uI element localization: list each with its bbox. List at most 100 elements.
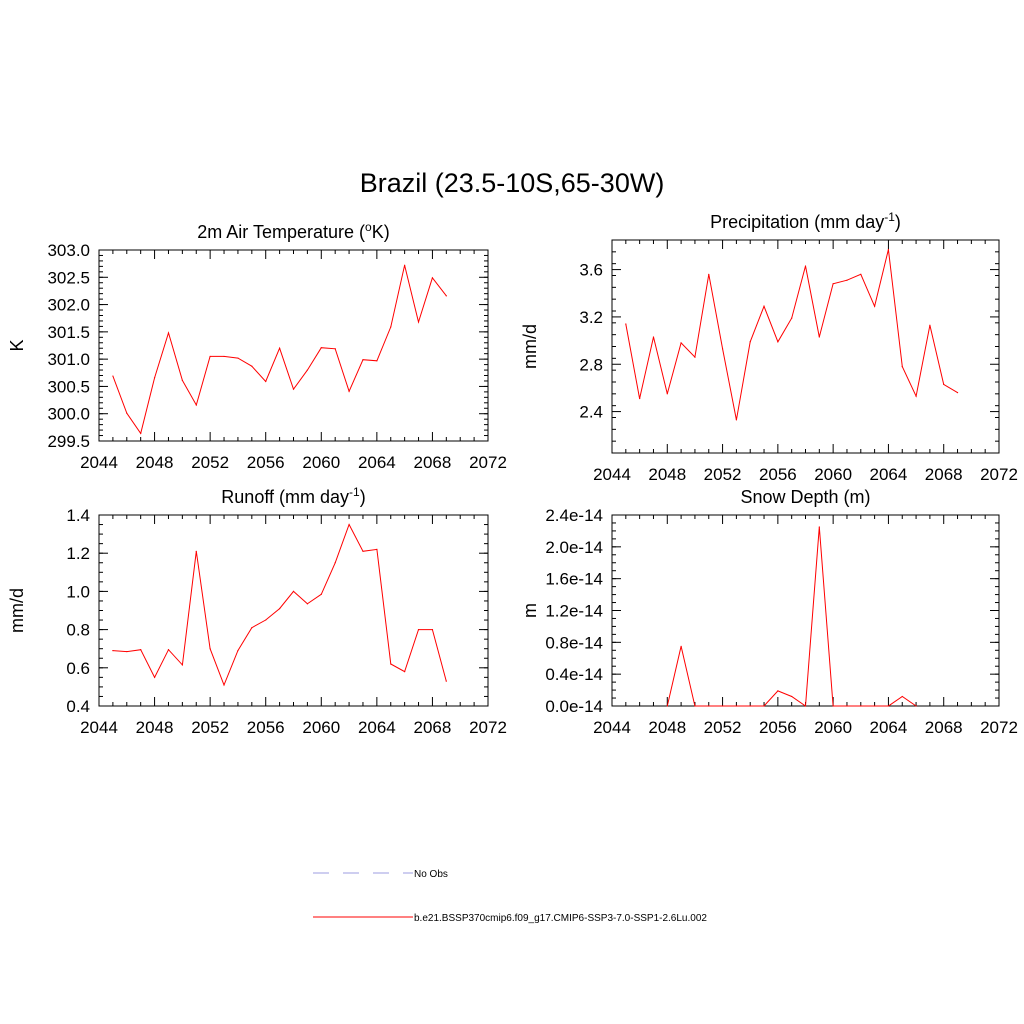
snow-depth-y-tick-label: 0.8e-14 xyxy=(545,633,603,652)
temperature-data-point xyxy=(279,347,281,349)
temperature-data-point xyxy=(431,277,434,279)
temperature-plot-frame xyxy=(98,249,489,442)
runoff-data-point xyxy=(223,684,225,686)
snow-depth-y-tick-label: 2.0e-14 xyxy=(545,538,603,557)
precipitation-x-tick-label: 2052 xyxy=(704,465,742,484)
runoff-data-point xyxy=(153,676,156,678)
precipitation-data-point xyxy=(625,323,627,325)
temperature-data-point xyxy=(376,360,378,362)
snow-depth-panel-title: Snow Depth (m) xyxy=(740,487,870,507)
runoff-series-line xyxy=(112,523,447,687)
precipitation-data-point xyxy=(860,273,862,275)
temperature-data-point xyxy=(209,355,211,358)
snow-depth-y-tick-label: 1.2e-14 xyxy=(545,602,603,621)
runoff-x-tick-label: 2068 xyxy=(414,718,452,737)
runoff-y-tick-label: 1.0 xyxy=(66,582,90,601)
runoff-data-point xyxy=(306,603,308,605)
runoff-data-point xyxy=(112,650,114,652)
precipitation-y-tick-label: 3.6 xyxy=(579,261,603,280)
temperature-data-point xyxy=(306,369,308,371)
precipitation-x-tick-label: 2068 xyxy=(925,465,963,484)
snow-depth-data-point xyxy=(874,705,876,707)
precipitation-data-point xyxy=(929,324,931,326)
temperature-x-tick-label: 2064 xyxy=(358,453,396,472)
snow-depth-data-point xyxy=(694,705,696,707)
snow-depth-y-tick-label: 0.4e-14 xyxy=(545,665,603,684)
temperature-y-tick-label: 303.0 xyxy=(47,241,90,260)
snow-depth-data-point xyxy=(915,705,917,707)
runoff-y-tick-label: 0.6 xyxy=(66,659,90,678)
runoff-data-point xyxy=(292,590,295,593)
snow-depth-x-tick-label: 2052 xyxy=(704,718,742,737)
runoff-data-point xyxy=(348,523,350,526)
precipitation-y-tick-label: 2.4 xyxy=(579,403,603,422)
snow-depth-data-point xyxy=(860,705,862,707)
temperature-data-point xyxy=(112,375,114,377)
temperature-data-point xyxy=(126,412,128,414)
precipitation-data-point xyxy=(901,366,903,368)
snow-depth-x-tick-label: 2064 xyxy=(870,718,908,737)
temperature-data-point xyxy=(362,359,364,361)
temperature-data-point xyxy=(390,326,392,328)
temperature-y-tick-label: 299.5 xyxy=(47,432,90,451)
precipitation-data-point xyxy=(791,317,793,319)
runoff-x-tick-label: 2064 xyxy=(358,718,396,737)
precipitation-data-point xyxy=(680,342,682,344)
precipitation-y-tick-label: 2.8 xyxy=(579,355,603,374)
snow-depth-data-point xyxy=(735,705,737,707)
temperature-x-tick-label: 2044 xyxy=(80,453,118,472)
legend: No Obs b.e21.BSSP370cmip6.f09_g17.CMIP6-… xyxy=(313,869,707,924)
runoff-x-tick-label: 2072 xyxy=(469,718,507,737)
precipitation-x-tick-label: 2048 xyxy=(648,465,686,484)
runoff-data-point xyxy=(431,629,434,631)
runoff-plot-frame xyxy=(98,514,489,707)
snow-depth-data-point xyxy=(763,705,765,707)
panel-precipitation: Precipitation (mm day-1) mm/d 2044 2048 2052… xyxy=(520,210,1018,484)
temperature-data-point xyxy=(251,365,253,367)
panel-runoff: Runoff (mm day-1) mm/d 2044 2048 2052 2056 206… xyxy=(7,485,507,737)
precipitation-x-tick-label: 2064 xyxy=(870,465,908,484)
precipitation-data-point xyxy=(943,383,945,385)
runoff-x-tick-label: 2052 xyxy=(191,718,229,737)
runoff-x-tick-label: 2048 xyxy=(136,718,174,737)
legend-obs-label: No Obs xyxy=(414,869,448,880)
temperature-x-tick-label: 2060 xyxy=(302,453,340,472)
figure-title: Brazil (23.5-10S,65-30W) xyxy=(359,168,665,198)
runoff-data-point xyxy=(376,548,378,550)
runoff-y-tick-label: 1.2 xyxy=(66,544,90,563)
temperature-y-tick-label: 301.0 xyxy=(47,350,90,369)
runoff-data-point xyxy=(320,593,322,595)
temperature-series-line xyxy=(112,265,447,435)
snow-depth-data-point xyxy=(804,705,807,707)
temperature-y-tick-label: 301.5 xyxy=(47,323,90,342)
precipitation-data-point xyxy=(694,356,696,358)
precipitation-series-line xyxy=(625,249,958,420)
temperature-data-point xyxy=(140,432,142,434)
panel-temperature: 2m Air Temperature (oK) K 2044 2048 2052 2056… xyxy=(7,220,507,472)
runoff-y-tick-label: 1.4 xyxy=(66,506,90,525)
temperature-data-point xyxy=(417,321,420,323)
precipitation-panel-title: Precipitation (mm day-1) xyxy=(710,210,901,232)
snow-depth-y-axis-label: m xyxy=(520,603,540,618)
snow-depth-data-point xyxy=(791,695,793,698)
precipitation-data-point xyxy=(846,279,848,281)
runoff-data-point xyxy=(445,680,447,682)
runoff-data-point xyxy=(404,671,406,673)
runoff-y-axis-label: mm/d xyxy=(7,588,27,633)
precipitation-x-tick-label: 2056 xyxy=(759,465,797,484)
snow-depth-data-point xyxy=(721,705,724,707)
snow-depth-x-tick-label: 2072 xyxy=(980,718,1018,737)
temperature-y-axis-label: K xyxy=(7,339,27,351)
snow-depth-data-point xyxy=(666,705,668,707)
temperature-data-point xyxy=(334,348,336,350)
snow-depth-data-point xyxy=(680,645,682,647)
precipitation-x-tick-label: 2072 xyxy=(980,465,1018,484)
temperature-x-tick-label: 2072 xyxy=(469,453,507,472)
precipitation-x-tick-label: 2044 xyxy=(593,465,631,484)
precipitation-y-tick-label: 3.2 xyxy=(579,308,603,327)
precipitation-data-point xyxy=(818,336,820,338)
temperature-data-point xyxy=(223,355,225,358)
precipitation-data-point xyxy=(639,397,641,400)
precipitation-plot-frame xyxy=(611,239,1000,454)
runoff-panel-title: Runoff (mm day-1) xyxy=(221,485,365,507)
